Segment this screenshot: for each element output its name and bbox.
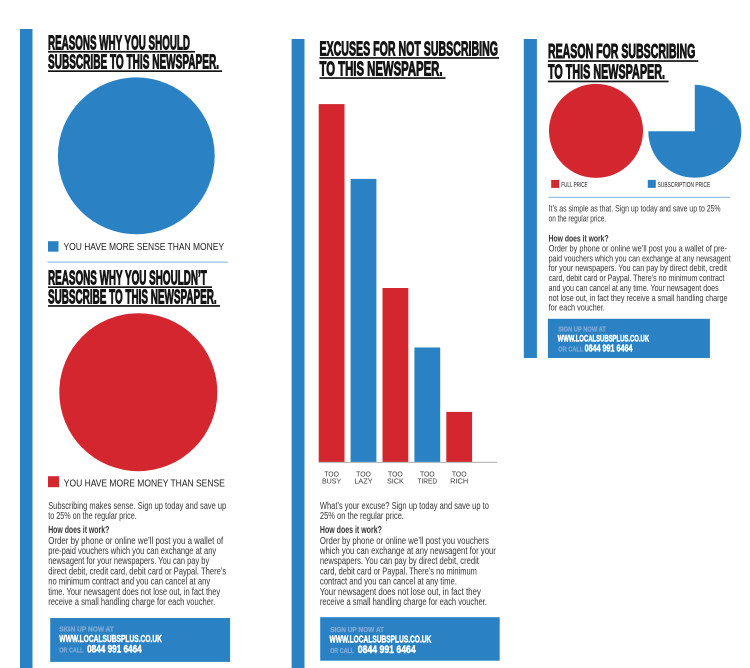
svg-text:0844 991 6464: 0844 991 6464: [87, 643, 142, 655]
svg-text:Order by phone or online we’ll: Order by phone or online we’ll post you …: [48, 536, 223, 547]
svg-text:TO THIS NEWSPAPER.: TO THIS NEWSPAPER.: [320, 59, 443, 81]
svg-text:SIGN UP NOW AT: SIGN UP NOW AT: [330, 625, 384, 634]
svg-text:paid vouchers which you can ex: paid vouchers which you can exchange at …: [549, 253, 731, 263]
svg-text:BUSY: BUSY: [322, 476, 341, 485]
svg-text:WWW.LOCALSUBSPLUS.CO.UK: WWW.LOCALSUBSPLUS.CO.UK: [330, 634, 432, 645]
svg-text:WWW.LOCALSUBSPLUS.CO.UK: WWW.LOCALSUBSPLUS.CO.UK: [59, 634, 162, 645]
svg-text:TOO: TOO: [420, 469, 435, 478]
svg-text:to 25% on the regular price.: to 25% on the regular price.: [48, 511, 137, 522]
svg-text:YOU HAVE MORE SENSE THAN MONEY: YOU HAVE MORE SENSE THAN MONEY: [64, 242, 225, 253]
svg-text:0844 991 6464: 0844 991 6464: [585, 344, 633, 355]
svg-text:card, debit card or Paypal. Th: card, debit card or Paypal. There’s no m…: [549, 273, 725, 283]
svg-text:for each voucher.: for each voucher.: [549, 303, 605, 313]
svg-text:for your newspapers. You can p: for your newspapers. You can pay by dire…: [549, 263, 728, 273]
svg-text:no minimum contract and you ca: no minimum contract and you can cancel a…: [48, 577, 210, 588]
svg-text:receive a small handling charg: receive a small handling charge for each…: [320, 597, 487, 608]
svg-text:which you can exchange at any: which you can exchange at any newsagent …: [319, 546, 496, 557]
svg-text:SIGN UP NOW AT: SIGN UP NOW AT: [59, 625, 114, 634]
svg-text:TOO: TOO: [324, 469, 339, 478]
svg-text:on the regular price.: on the regular price.: [549, 213, 607, 223]
svg-text:REASONS WHY YOU SHOULD: REASONS WHY YOU SHOULD: [48, 32, 190, 54]
svg-text:FULL PRICE: FULL PRICE: [561, 180, 587, 189]
svg-text:RICH: RICH: [450, 476, 468, 485]
svg-text:REASON FOR SUBSCRIBING: REASON FOR SUBSCRIBING: [548, 41, 695, 63]
svg-text:25% on the regular price.: 25% on the regular price.: [320, 511, 404, 522]
svg-text:SUBSCRIBE TO THIS NEWSPAPER.: SUBSCRIBE TO THIS NEWSPAPER.: [48, 287, 217, 309]
svg-text:YOU HAVE MORE MONEY THAN SENSE: YOU HAVE MORE MONEY THAN SENSE: [64, 479, 225, 490]
svg-text:TIRED: TIRED: [418, 476, 438, 485]
svg-text:receive a small handling charg: receive a small handling charge for each…: [48, 597, 215, 608]
svg-text:SIGN UP NOW AT: SIGN UP NOW AT: [558, 326, 606, 333]
svg-text:How does it work?: How does it work?: [320, 525, 382, 536]
svg-text:It’s as simple as that. Sign u: It’s as simple as that. Sign up today an…: [549, 203, 721, 213]
svg-text:direct debit, credit card, deb: direct debit, credit card, debit card or…: [48, 566, 226, 577]
svg-text:card, debit card or Paypal. Th: card, debit card or Paypal. There’s no m…: [320, 566, 477, 577]
svg-text:Your newsagent does not lose o: Your newsagent does not lose out, in fac…: [320, 587, 481, 598]
svg-text:SUBSCRIBE TO THIS NEWSPAPER.: SUBSCRIBE TO THIS NEWSPAPER.: [48, 52, 219, 74]
svg-text:WWW.LOCALSUBSPLUS.CO.UK: WWW.LOCALSUBSPLUS.CO.UK: [558, 333, 650, 344]
svg-text:time. Your newsagent does not: time. Your newsagent does not lose out, …: [48, 587, 220, 598]
svg-text:How does it work?: How does it work?: [549, 234, 609, 244]
svg-text:0844 991 6464: 0844 991 6464: [358, 644, 416, 656]
svg-text:pre-paid vouchers which you ca: pre-paid vouchers which you can exchange…: [48, 546, 216, 557]
svg-text:contract and you can cancel at: contract and you can cancel at any time.: [320, 577, 457, 588]
svg-text:SUBSCRIPTION PRICE: SUBSCRIPTION PRICE: [658, 180, 711, 189]
svg-text:newspapers. You can pay by dir: newspapers. You can pay by direct debit,…: [320, 556, 479, 567]
svg-text:not lose out, in fact they rec: not lose out, in fact they receive a sma…: [549, 293, 728, 303]
svg-text:Order by phone or online we’ll: Order by phone or online we’ll post you …: [549, 244, 727, 254]
svg-text:How does it work?: How does it work?: [48, 525, 109, 536]
svg-text:TOO: TOO: [388, 469, 403, 478]
svg-text:OR CALL: OR CALL: [330, 646, 354, 655]
svg-text:TOO: TOO: [452, 469, 467, 478]
svg-text:TOO: TOO: [356, 469, 371, 478]
svg-text:OR CALL: OR CALL: [59, 645, 83, 654]
svg-text:and you can cancel at any time: and you can cancel at any time. Your new…: [549, 283, 719, 293]
svg-text:SICK: SICK: [387, 476, 404, 485]
svg-text:Subscribing makes sense. Sign: Subscribing makes sense. Sign up today a…: [48, 501, 226, 512]
svg-text:TO THIS NEWSPAPER.: TO THIS NEWSPAPER.: [548, 62, 665, 84]
svg-text:REASONS WHY YOU SHOULDN’T: REASONS WHY YOU SHOULDN’T: [48, 268, 207, 290]
svg-text:LAZY: LAZY: [354, 476, 372, 485]
svg-text:What’s your excuse? Sign up to: What’s your excuse? Sign up today and sa…: [320, 501, 489, 512]
svg-text:EXCUSES FOR NOT SUBSCRIBING: EXCUSES FOR NOT SUBSCRIBING: [320, 39, 499, 61]
svg-text:Order by phone or online we’ll: Order by phone or online we’ll post you …: [320, 536, 489, 547]
svg-text:OR CALL: OR CALL: [558, 347, 584, 354]
svg-text:newsagent for your newspapers.: newsagent for your newspapers. You can p…: [48, 556, 209, 567]
